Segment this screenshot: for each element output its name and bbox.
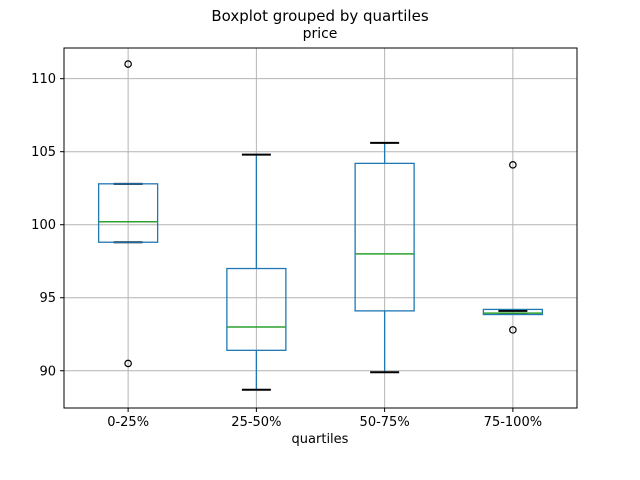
y-tick-label: 90 bbox=[39, 364, 56, 379]
chart-title: Boxplot grouped by quartiles bbox=[211, 7, 429, 25]
x-tick-label: 75-100% bbox=[484, 415, 542, 430]
axes-frame bbox=[63, 47, 578, 409]
y-tick-label: 105 bbox=[31, 145, 56, 160]
x-tick-label: 25-50% bbox=[231, 415, 281, 430]
x-tick-label: 0-25% bbox=[107, 415, 149, 430]
box bbox=[482, 308, 544, 316]
y-tick-label: 110 bbox=[31, 72, 56, 87]
x-tick-label: 50-75% bbox=[360, 415, 410, 430]
x-axis-label: quartiles bbox=[291, 432, 349, 447]
box bbox=[226, 267, 287, 351]
box bbox=[354, 162, 415, 312]
y-tick-label: 100 bbox=[31, 218, 56, 233]
box bbox=[97, 183, 159, 243]
outlier-point bbox=[124, 60, 132, 68]
outlier-point bbox=[124, 359, 132, 368]
chart-subtitle: price bbox=[302, 26, 338, 42]
outlier-point bbox=[509, 326, 517, 334]
outlier-point bbox=[509, 161, 517, 169]
y-tick-label: 95 bbox=[39, 291, 56, 306]
